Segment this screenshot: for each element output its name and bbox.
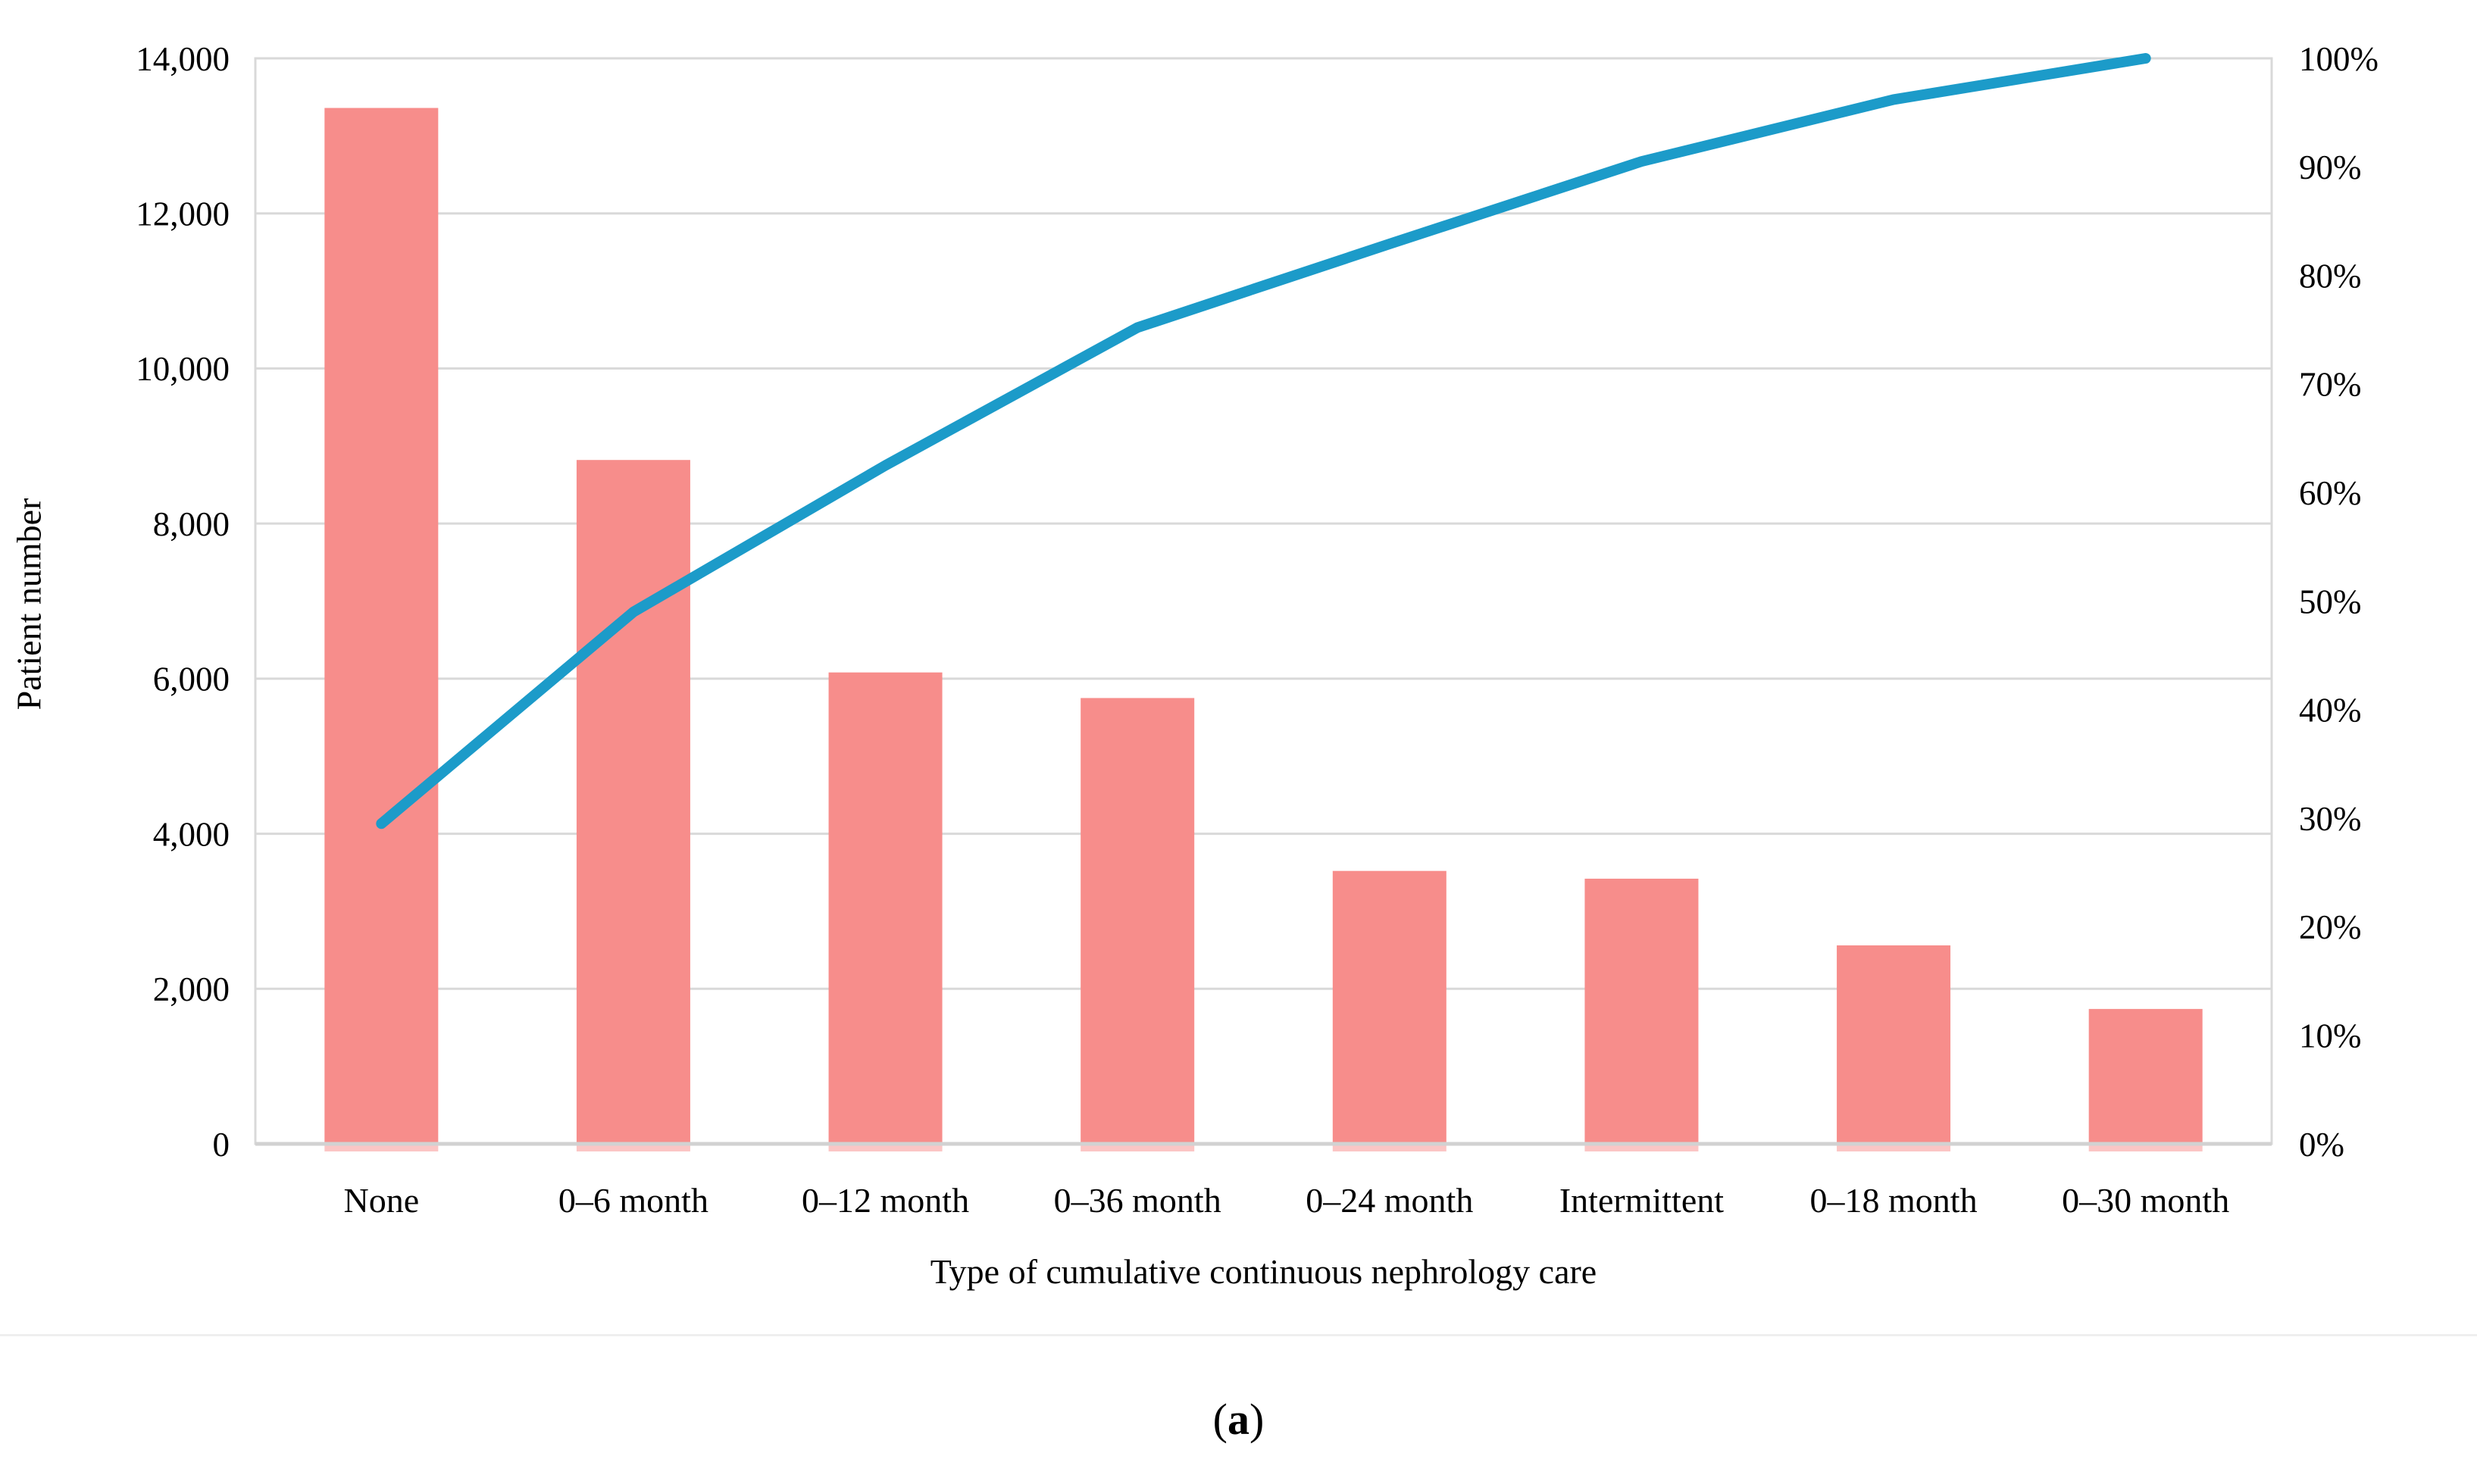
y-right-tick-label: 40% <box>2299 692 2362 730</box>
y-right-tick-label: 50% <box>2299 583 2362 620</box>
x-category-label: 0–30 month <box>2062 1181 2229 1220</box>
y-left-tick-label: 12,000 <box>136 195 230 233</box>
y-right-tick-label: 80% <box>2299 257 2362 295</box>
bar-overhang <box>1081 1144 1195 1151</box>
y-left-tick-label: 2,000 <box>153 970 230 1008</box>
figure-divider-line <box>0 1334 2477 1336</box>
y-right-tick-label: 100% <box>2299 40 2378 78</box>
y-left-tick-label: 8,000 <box>153 505 230 543</box>
y-right-tick-label: 20% <box>2299 908 2362 946</box>
y-left-tick-label: 0 <box>213 1126 230 1164</box>
y-left-tick-label: 4,000 <box>153 815 230 853</box>
x-category-label: None <box>343 1181 419 1220</box>
y-right-tick-label: 60% <box>2299 474 2362 512</box>
plot-border <box>254 57 2273 1145</box>
y-right-tick-label: 30% <box>2299 800 2362 838</box>
y-left-tick-label: 6,000 <box>153 661 230 698</box>
bar-0–12 month <box>828 672 943 1144</box>
y-right-tick-label: 0% <box>2299 1126 2344 1164</box>
bar-overhang <box>1837 1144 1951 1151</box>
x-category-label: 0–36 month <box>1054 1181 1221 1220</box>
caption-open-paren: ( <box>1212 1395 1228 1444</box>
bar-overhang <box>324 1144 439 1151</box>
bar-None <box>324 108 439 1145</box>
y-left-tick-label: 10,000 <box>136 350 230 388</box>
y-right-tick-label: 90% <box>2299 148 2362 186</box>
bar-overhang <box>2088 1144 2203 1151</box>
bar-overhang <box>828 1144 943 1151</box>
x-category-label: 0–18 month <box>1810 1181 1978 1220</box>
bar-overhang <box>1332 1144 1446 1151</box>
bar-0–30 month <box>2088 1008 2203 1144</box>
bar-Intermittent <box>1584 878 1699 1144</box>
x-category-label: 0–6 month <box>558 1181 708 1220</box>
bar-overhang <box>1584 1144 1699 1151</box>
bar-0–6 month <box>576 460 690 1144</box>
x-category-label: 0–12 month <box>802 1181 969 1220</box>
bar-0–24 month <box>1332 870 1446 1144</box>
figure-caption: (a) <box>0 1394 2477 1445</box>
x-category-label: Intermittent <box>1559 1181 1724 1220</box>
bar-overhang <box>576 1144 690 1151</box>
y-right-tick-label: 10% <box>2299 1017 2362 1054</box>
bar-0–36 month <box>1081 698 1195 1144</box>
caption-letter: a <box>1228 1395 1249 1444</box>
y-left-tick-label: 14,000 <box>136 40 230 78</box>
x-axis-title: Type of cumulative continuous nephrology… <box>930 1252 1597 1291</box>
bar-0–18 month <box>1837 945 1951 1144</box>
y-right-tick-label: 70% <box>2299 366 2362 404</box>
caption-close-paren: ) <box>1249 1395 1265 1444</box>
x-category-label: 0–24 month <box>1306 1181 1473 1220</box>
cumulative-percentage-line <box>376 53 2151 829</box>
y-axis-title: Patient number <box>9 498 48 711</box>
